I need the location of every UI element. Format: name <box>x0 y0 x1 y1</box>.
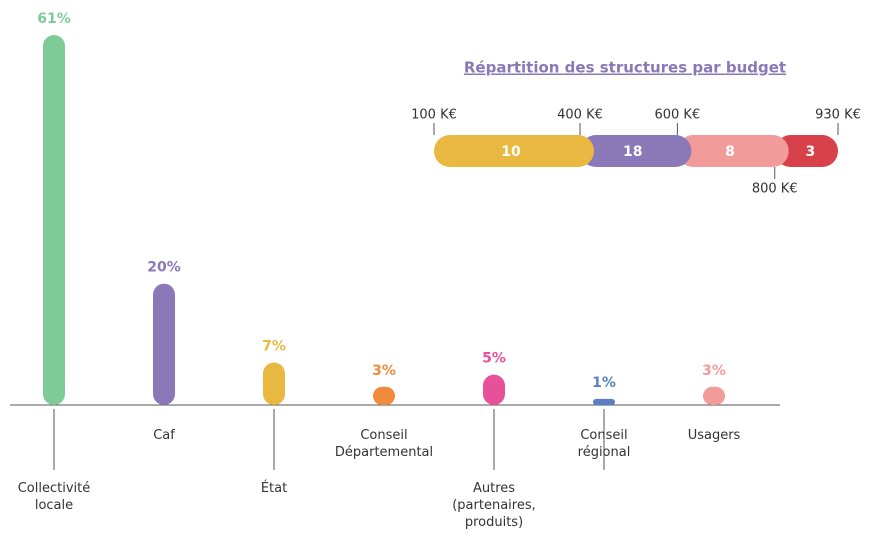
segment-label: 18 <box>623 144 642 160</box>
value-label: 3% <box>702 363 726 379</box>
segment-label: 3 <box>805 144 815 160</box>
x-tick-label: 600 K€ <box>654 108 700 123</box>
value-label: 61% <box>37 11 71 27</box>
category-label: Conseil Départemental <box>334 428 434 460</box>
category-label: Conseil régional <box>577 428 631 460</box>
value-label: 3% <box>372 363 396 379</box>
segment <box>774 135 838 167</box>
bar <box>43 35 65 405</box>
segment <box>677 135 789 167</box>
category-label: Usagers <box>687 428 741 443</box>
value-label: 7% <box>262 339 286 355</box>
bar <box>703 386 725 405</box>
segment-label: 10 <box>501 144 521 160</box>
category-label: Autres (partenaires, produits) <box>452 481 536 530</box>
segment <box>580 135 692 167</box>
x-tick-label: 100 K€ <box>411 108 457 123</box>
segment <box>434 135 595 167</box>
segment-label: 8 <box>725 144 735 160</box>
x-tick-label: 400 K€ <box>557 108 603 123</box>
x-tick-label: 800 K€ <box>752 182 798 197</box>
value-label: 20% <box>147 260 181 276</box>
bar <box>483 374 505 405</box>
bar <box>593 398 615 405</box>
inset-title: Répartition des structures par budget <box>464 59 786 77</box>
bar <box>373 386 395 405</box>
category-label: Collectivité locale <box>17 481 91 513</box>
x-tick-label: 930 K€ <box>815 108 861 123</box>
category-label: Caf <box>153 428 175 443</box>
bar <box>263 362 285 405</box>
bar <box>153 283 175 405</box>
value-label: 5% <box>482 351 506 367</box>
category-label: État <box>260 481 288 496</box>
value-label: 1% <box>592 375 616 391</box>
